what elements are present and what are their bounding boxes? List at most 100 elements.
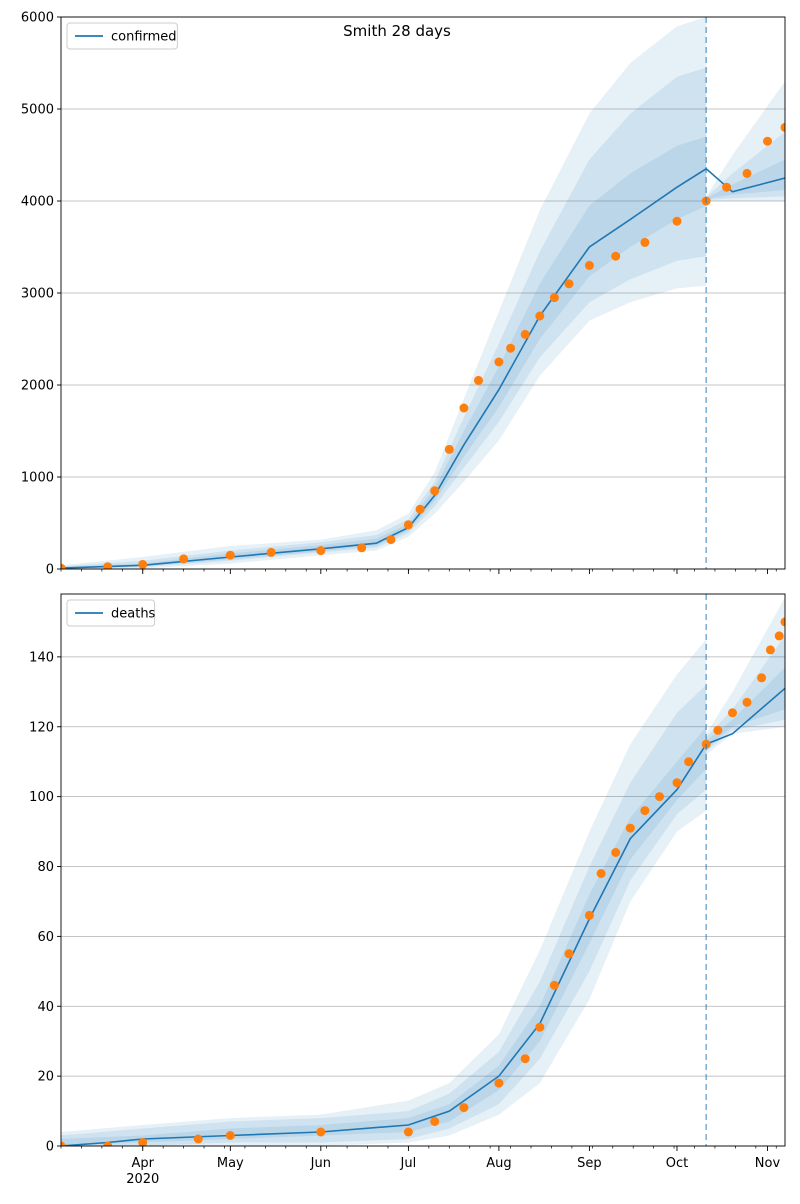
observed-point: [611, 251, 621, 261]
observed-point: [103, 562, 113, 569]
observed-point: [403, 520, 413, 530]
legend: confirmed: [66, 22, 178, 50]
y-tick-label: 20: [37, 1070, 54, 1085]
observed-point: [765, 645, 775, 655]
x-tick-label: Jun: [310, 1156, 331, 1171]
observed-point: [763, 136, 772, 146]
x-tick-label: May: [217, 1156, 244, 1171]
observed-point: [774, 631, 784, 641]
y-tick-label: 1000: [21, 471, 54, 486]
observed-point: [61, 1141, 66, 1146]
observed-point: [520, 1054, 530, 1064]
observed-point: [564, 279, 574, 289]
plot-panel-2: 0 20 40 60 80 100 120 140 Apr May Jun Jul Aug Sep Oct N…: [29, 593, 786, 1187]
y-tick-label: 6000: [21, 11, 54, 26]
observed-point: [780, 617, 785, 627]
legend-box: [66, 599, 156, 627]
observed-point: [757, 673, 767, 683]
observed-point: [584, 910, 594, 920]
legend-box: [66, 22, 178, 50]
observed-point: [266, 547, 276, 557]
legend-label: confirmed: [111, 30, 177, 45]
observed-point: [584, 260, 594, 270]
observed-point: [444, 444, 454, 454]
observed-point: [316, 1127, 326, 1137]
x-tick-label: Apr: [131, 1156, 154, 1171]
y-tick-label: 140: [29, 650, 54, 665]
observed-point: [386, 535, 396, 545]
uncertainty-band: [61, 684, 707, 1146]
uncertainty-band: [706, 667, 785, 748]
chart-title: Smith 28 days: [343, 22, 451, 40]
observed-point: [430, 486, 440, 496]
plot-frame: [60, 593, 786, 1147]
uncertainty-band: [61, 136, 707, 569]
x-tick-label: Jul: [400, 1156, 417, 1171]
x-tick-label: Sep: [577, 1156, 602, 1171]
x-year-label: 2020: [126, 1172, 159, 1187]
uncertainty-band: [61, 726, 707, 1146]
observed-point: [564, 949, 574, 959]
observed-point: [430, 1117, 440, 1126]
uncertainty-band: [61, 639, 707, 1146]
observed-point: [103, 1141, 113, 1146]
observed-point: [61, 563, 66, 569]
x-tick-label: Oct: [666, 1156, 688, 1171]
observed-point: [611, 848, 621, 857]
observed-point: [742, 168, 752, 178]
observed-point: [672, 778, 682, 788]
uncertainty-band: [61, 17, 707, 569]
y-tick-label: 3000: [21, 287, 54, 302]
observed-point: [193, 1134, 203, 1144]
observed-point: [742, 697, 752, 707]
observed-point: [225, 550, 235, 560]
observed-point: [672, 216, 682, 226]
observed-point: [535, 311, 545, 321]
observed-point: [713, 725, 723, 735]
observed-point: [549, 293, 559, 303]
observed-point: [640, 806, 650, 816]
observed-point: [494, 357, 504, 367]
y-tick-label: 80: [37, 860, 54, 875]
observed-point: [179, 554, 189, 564]
y-tick-label: 4000: [21, 195, 54, 210]
y-tick-label: 5000: [21, 103, 54, 118]
observed-point: [459, 403, 469, 413]
observed-point: [357, 543, 367, 553]
observed-point: [225, 1131, 235, 1140]
plot-content: [61, 597, 785, 1146]
uncertainty-band: [706, 635, 785, 752]
observed-point: [596, 869, 606, 878]
observed-point: [728, 708, 737, 718]
observed-point: [722, 182, 732, 192]
observed-point: [625, 823, 635, 833]
uncertainty-band: [61, 67, 707, 569]
observed-point: [506, 343, 516, 353]
observed-point: [415, 504, 425, 514]
y-tick-label: 0: [46, 563, 54, 578]
y-tick-label: 100: [29, 790, 54, 805]
observed-point: [780, 122, 785, 132]
observed-point: [138, 1138, 148, 1146]
observed-point: [459, 1103, 469, 1113]
observed-point: [138, 559, 148, 569]
plot-content: [61, 17, 785, 569]
x-tick-label: Nov: [755, 1156, 781, 1171]
uncertainty-band: [706, 81, 785, 201]
observed-point: [549, 980, 559, 990]
observed-point: [640, 237, 650, 247]
y-tick-label: 40: [37, 1000, 54, 1015]
plot-panel-1: 0 1000 2000 3000 4000 5000 6000 confirmed: [21, 11, 786, 578]
x-tick-label: Aug: [486, 1156, 511, 1171]
series-line-deaths: [61, 687, 785, 1146]
uncertainty-band: [706, 597, 785, 755]
observed-point: [316, 546, 326, 556]
observed-point: [520, 329, 530, 339]
y-tick-label: 120: [29, 720, 54, 735]
legend: deaths: [66, 599, 156, 627]
observed-point: [494, 1078, 504, 1088]
legend-label: deaths: [111, 607, 156, 622]
y-tick-label: 2000: [21, 379, 54, 394]
